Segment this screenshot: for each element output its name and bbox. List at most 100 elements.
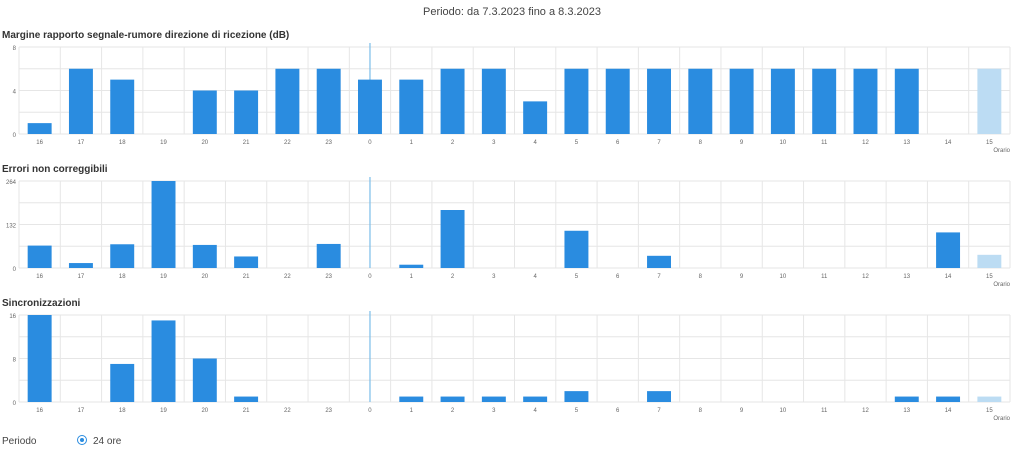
- x-tick-label: 6: [616, 274, 620, 280]
- bar-15: [977, 396, 1002, 402]
- period-selector: Periodo 24 ore: [0, 432, 300, 450]
- bar-16: [27, 123, 52, 134]
- bar-2: [440, 210, 465, 268]
- x-tick-label: 20: [201, 408, 208, 414]
- x-tick-label: 15: [986, 274, 993, 280]
- x-tick-label: 21: [243, 408, 250, 414]
- bar-15: [977, 254, 1002, 268]
- bar-2: [440, 68, 465, 134]
- bar-1: [399, 264, 424, 268]
- bar-20: [192, 358, 217, 402]
- x-tick-label: 2: [451, 408, 455, 414]
- x-tick-label: 22: [284, 408, 291, 414]
- snr-margin-chart-title: Margine rapporto segnale-rumore direzion…: [2, 30, 290, 41]
- bar-12: [853, 68, 878, 134]
- x-tick-label: 1: [410, 274, 414, 280]
- x-tick-label: 7: [657, 140, 661, 146]
- x-tick-label: 21: [243, 140, 250, 146]
- bar-13: [894, 68, 919, 134]
- y-tick-label: 0: [13, 267, 17, 273]
- x-tick-label: 6: [616, 140, 620, 146]
- bar-0: [358, 79, 382, 134]
- x-tick-label: 20: [201, 274, 208, 280]
- x-tick-label: 12: [862, 408, 869, 414]
- bar-7: [647, 68, 671, 134]
- bar-21: [234, 256, 259, 268]
- x-tick-label: 18: [119, 140, 126, 146]
- x-tick-label: 8: [699, 408, 703, 414]
- bar-13: [894, 396, 919, 402]
- bar-16: [27, 245, 52, 268]
- x-tick-label: 3: [492, 408, 496, 414]
- x-tick-label: 3: [492, 140, 496, 146]
- x-tick-label: 15: [986, 140, 993, 146]
- x-tick-label: 19: [160, 140, 167, 146]
- bar-19: [151, 320, 176, 402]
- x-tick-label: 3: [492, 274, 496, 280]
- bar-18: [110, 79, 135, 134]
- period-label: Periodo: [2, 436, 37, 447]
- x-tick-label: 12: [862, 140, 869, 146]
- x-tick-label: 16: [36, 408, 43, 414]
- bar-20: [192, 90, 217, 134]
- x-axis-label: Orario: [993, 282, 1010, 288]
- period-24h-radio[interactable]: [77, 435, 87, 445]
- x-tick-label: 20: [201, 140, 208, 146]
- x-tick-label: 19: [160, 274, 167, 280]
- bar-7: [647, 391, 671, 402]
- bar-14: [936, 232, 961, 268]
- bar-8: [688, 68, 713, 134]
- x-tick-label: 7: [657, 274, 661, 280]
- x-tick-label: 12: [862, 274, 869, 280]
- y-tick-label: 0: [13, 133, 17, 139]
- bar-17: [68, 68, 93, 134]
- bar-1: [399, 396, 424, 402]
- bar-1: [399, 79, 424, 134]
- bar-9: [729, 68, 754, 134]
- x-tick-label: 14: [945, 274, 952, 280]
- bar-14: [936, 396, 961, 402]
- x-tick-label: 1: [410, 408, 414, 414]
- x-tick-label: 5: [575, 274, 579, 280]
- x-tick-label: 6: [616, 408, 620, 414]
- bar-6: [605, 68, 630, 134]
- x-tick-label: 8: [699, 274, 703, 280]
- bar-21: [234, 396, 259, 402]
- bar-18: [110, 363, 135, 402]
- x-tick-label: 14: [945, 408, 952, 414]
- x-tick-label: 2: [451, 140, 455, 146]
- x-tick-label: 4: [533, 140, 537, 146]
- period-24h-label[interactable]: 24 ore: [93, 436, 122, 447]
- x-tick-label: 11: [821, 140, 828, 146]
- x-tick-label: 5: [575, 140, 579, 146]
- bar-23: [316, 243, 341, 268]
- bar-4: [523, 101, 548, 134]
- x-tick-label: 9: [740, 274, 744, 280]
- bar-17: [68, 263, 93, 268]
- x-tick-label: 8: [699, 140, 703, 146]
- x-tick-label: 13: [903, 140, 910, 146]
- x-tick-label: 10: [780, 408, 787, 414]
- bar-5: [564, 68, 589, 134]
- x-tick-label: 10: [780, 140, 787, 146]
- bar-20: [192, 244, 217, 268]
- x-tick-label: 1: [410, 140, 414, 146]
- period-range-text: Periodo: da 7.3.2023 fino a 8.3.2023: [423, 6, 601, 18]
- bar-2: [440, 396, 465, 402]
- y-tick-label: 264: [6, 180, 17, 186]
- bar-10: [770, 68, 795, 134]
- y-tick-label: 8: [13, 358, 17, 364]
- bar-3: [481, 68, 506, 134]
- y-tick-label: 132: [6, 224, 17, 230]
- y-tick-label: 16: [9, 314, 16, 320]
- y-tick-label: 0: [13, 401, 17, 407]
- x-tick-label: 22: [284, 274, 291, 280]
- x-tick-label: 23: [325, 274, 332, 280]
- x-tick-label: 2: [451, 274, 455, 280]
- bar-18: [110, 244, 135, 268]
- x-tick-label: 0: [368, 274, 372, 280]
- x-tick-label: 9: [740, 408, 744, 414]
- bar-19: [151, 181, 176, 268]
